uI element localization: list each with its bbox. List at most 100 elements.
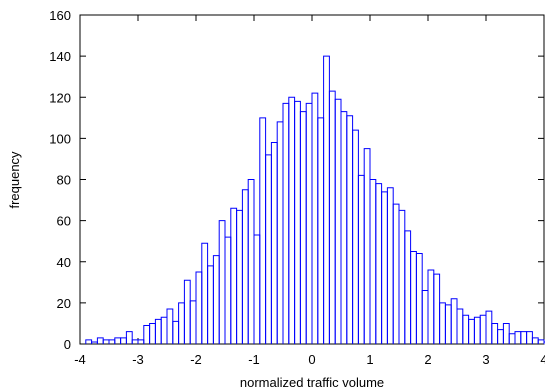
histogram-bin [398,209,406,344]
histogram-bin [543,341,545,344]
histogram-bin [427,269,435,344]
histogram-bin [247,179,255,344]
histogram-bin [201,242,209,344]
x-tick-label: 4 [540,352,545,367]
histogram-bin [334,98,342,344]
y-tick-label: 100 [49,131,71,146]
histogram-bin [207,265,214,344]
histogram-bin [531,337,539,344]
y-tick-label: 40 [57,255,71,270]
histogram-bin [311,92,319,344]
histogram-bin [241,189,249,344]
histogram-bin [392,203,400,344]
histogram-bin [485,310,493,344]
histogram-bin [502,322,510,344]
histogram-bin [352,129,359,344]
histogram-bin [236,209,243,344]
histogram-bin [154,318,162,344]
histogram-bin [468,318,475,344]
histogram-bin [265,154,272,344]
histogram-bin [415,253,423,344]
histogram-bin [270,141,278,344]
histogram-bin [462,314,470,344]
x-tick-label: 3 [482,352,489,367]
histogram-bin [149,322,156,344]
y-tick-label: 80 [57,173,71,188]
histogram-bin [178,302,185,344]
histogram-bin [120,337,127,344]
histogram-bin [520,331,528,344]
histogram-bin [497,329,504,344]
y-tick-label: 160 [49,8,71,23]
histogram-bin [282,102,290,344]
histogram-bin [381,191,388,344]
histogram-bin [224,236,232,344]
x-tick-label: -4 [74,352,86,367]
histogram-bin [369,179,377,344]
histogram-bin [386,187,394,344]
x-axis-title: normalized traffic volume [240,375,384,390]
histogram-bin [439,302,446,344]
histogram-bin [218,220,226,344]
y-tick-label: 120 [49,90,71,105]
histogram-bin [340,111,348,344]
histogram-bin [444,304,452,344]
histogram-bin [143,324,151,344]
histogram-bin [328,90,336,344]
histogram-bin [276,121,284,344]
histogram-bin [514,331,522,344]
histogram-bin [450,298,458,344]
y-tick-label: 20 [57,296,71,311]
histogram-bin [108,339,116,344]
histogram-bin [410,250,417,344]
y-tick-label: 140 [49,49,71,64]
histogram-bin [125,331,133,344]
histogram-bin [195,271,203,344]
histogram-bin [189,300,197,344]
x-tick-label: 2 [424,352,431,367]
histogram-bin [323,55,330,344]
y-tick-label: 0 [64,337,71,352]
histogram-bin [294,100,301,344]
histogram-bin [363,148,371,344]
histogram-bin [166,308,174,344]
histogram-bin [160,316,168,344]
histogram-series [85,55,545,344]
histogram-bin [404,230,412,344]
y-tick-label: 60 [57,214,71,229]
histogram-bin [305,102,313,344]
histogram-bin [526,331,533,344]
histogram-bin [114,337,122,344]
histogram-bin [421,290,429,344]
x-tick-label: -3 [132,352,144,367]
histogram-bin [259,117,267,344]
histogram-bin [230,207,238,344]
histogram-bin [137,339,145,344]
histogram-bin [357,174,365,344]
x-tick-label: -1 [248,352,260,367]
histogram-bin [85,339,93,344]
histogram-bin [537,339,545,344]
x-tick-label: 1 [366,352,373,367]
x-tick-label: -2 [190,352,202,367]
histogram-bin [479,314,487,344]
histogram-bin [299,111,307,344]
histogram-bin [102,339,110,344]
histogram-bin [96,337,104,344]
histogram-bin [212,255,220,344]
histogram-bin [317,117,325,344]
histogram-bin [183,279,191,344]
histogram-bin [131,339,139,344]
histogram-bin [375,183,383,344]
histogram-bin [433,273,441,344]
y-axis-title: frequency [7,151,22,209]
histogram-bin [288,96,296,344]
histogram-bin [253,234,261,344]
histogram-bin [473,316,481,344]
histogram-bin [346,115,354,344]
histogram-bin [508,333,516,344]
histogram-bin [456,308,464,344]
x-tick-label: 0 [308,352,315,367]
